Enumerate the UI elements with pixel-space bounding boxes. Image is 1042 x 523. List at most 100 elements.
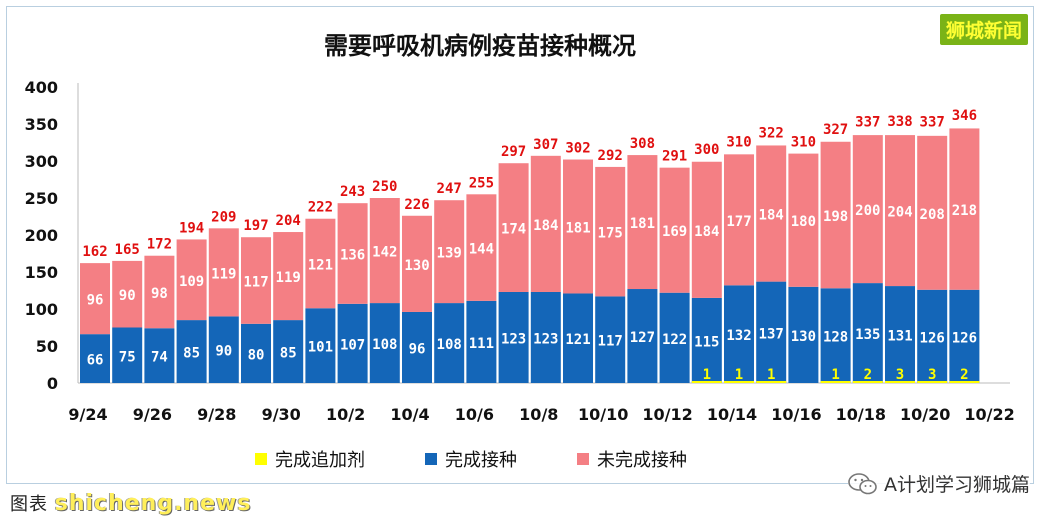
bar-incomplete <box>949 128 980 290</box>
label-completed: 90 <box>215 344 232 360</box>
label-total: 310 <box>726 135 751 151</box>
x-tick-label: 10/10 <box>578 405 628 424</box>
label-completed: 96 <box>409 341 426 357</box>
y-tick-label: 200 <box>25 226 58 245</box>
label-booster: 1 <box>767 367 775 383</box>
bar-incomplete <box>788 153 819 287</box>
label-completed: 107 <box>340 337 365 353</box>
bar-completed <box>402 311 432 383</box>
wechat-icon <box>848 472 878 496</box>
bar-completed <box>820 288 851 383</box>
label-completed: 121 <box>565 332 590 348</box>
label-total: 292 <box>598 148 623 164</box>
bar-completed <box>627 289 658 383</box>
x-tick-label: 10/12 <box>642 405 692 424</box>
label-total: 197 <box>243 218 268 234</box>
bar-incomplete <box>80 263 110 335</box>
label-booster: 3 <box>896 367 904 383</box>
label-incomplete: 119 <box>211 266 236 282</box>
label-incomplete: 130 <box>404 258 429 274</box>
label-incomplete: 184 <box>694 224 719 240</box>
bar-incomplete <box>273 232 304 321</box>
bar-incomplete <box>659 167 690 293</box>
bar-completed <box>724 285 754 383</box>
label-completed: 123 <box>533 331 558 347</box>
label-incomplete: 181 <box>630 216 655 232</box>
label-incomplete: 200 <box>855 203 880 219</box>
label-completed: 115 <box>694 334 719 350</box>
bar-completed <box>241 323 271 383</box>
label-incomplete: 175 <box>598 226 623 242</box>
bar-completed <box>305 308 336 383</box>
label-total: 204 <box>276 213 301 229</box>
label-completed: 108 <box>372 337 397 353</box>
bar-incomplete <box>820 141 851 289</box>
label-incomplete: 109 <box>179 274 204 290</box>
bar-incomplete <box>595 166 626 297</box>
bar-incomplete <box>885 135 915 287</box>
x-tick-label: 10/4 <box>390 405 429 424</box>
label-completed: 127 <box>630 330 655 346</box>
label-completed: 122 <box>662 332 687 348</box>
bar-completed <box>80 334 110 383</box>
y-tick-label: 300 <box>25 152 58 171</box>
label-total: 162 <box>82 244 107 260</box>
label-completed: 126 <box>952 330 977 346</box>
bar-incomplete <box>530 155 561 292</box>
bar-incomplete <box>724 154 754 286</box>
legend-item-incomplete: 未完成接种 <box>577 446 687 472</box>
label-completed: 80 <box>248 347 265 363</box>
bar-incomplete <box>402 215 432 312</box>
bar-completed <box>176 320 207 383</box>
bar-completed <box>595 296 626 383</box>
bar-incomplete <box>691 161 722 298</box>
label-incomplete: 169 <box>662 224 687 240</box>
bar-booster <box>724 381 754 383</box>
x-tick-label: 10/16 <box>771 405 821 424</box>
bar-completed <box>337 303 368 383</box>
x-tick-label: 9/30 <box>262 405 301 424</box>
bar-incomplete <box>627 155 658 290</box>
bar-completed <box>852 283 883 383</box>
label-completed: 123 <box>501 331 526 347</box>
label-incomplete: 144 <box>469 242 494 258</box>
label-incomplete: 139 <box>437 246 462 262</box>
bar-booster <box>756 381 787 383</box>
label-incomplete: 174 <box>501 222 526 238</box>
bar-completed <box>788 286 819 383</box>
label-incomplete: 136 <box>340 248 365 264</box>
bar-incomplete <box>208 228 239 317</box>
x-tick-label: 10/22 <box>964 405 1014 424</box>
label-total: 291 <box>662 149 687 165</box>
bar-incomplete <box>917 135 948 290</box>
label-booster: 3 <box>928 367 936 383</box>
label-incomplete: 142 <box>372 245 397 261</box>
label-booster: 2 <box>864 367 872 383</box>
label-total: 194 <box>179 220 204 236</box>
y-tick-label: 250 <box>25 189 58 208</box>
bar-incomplete <box>112 260 143 328</box>
label-total: 308 <box>630 136 655 152</box>
label-incomplete: 184 <box>759 208 784 224</box>
bar-incomplete <box>337 203 368 304</box>
bar-incomplete <box>305 218 336 309</box>
label-incomplete: 198 <box>823 209 848 225</box>
bar-completed <box>466 300 497 383</box>
label-total: 165 <box>115 242 140 258</box>
bar-incomplete <box>434 200 465 304</box>
bar-completed <box>917 289 948 383</box>
label-completed: 111 <box>469 336 494 352</box>
label-total: 172 <box>147 237 172 253</box>
bar-completed <box>369 303 400 383</box>
x-tick-label: 10/14 <box>707 405 757 424</box>
label-total: 337 <box>920 115 945 131</box>
bar-incomplete <box>241 237 271 324</box>
legend-label-incomplete: 未完成接种 <box>597 450 687 471</box>
bar-incomplete <box>466 194 497 301</box>
bar-completed <box>659 292 690 383</box>
label-completed: 135 <box>855 327 880 343</box>
legend-swatch-completed <box>425 453 437 465</box>
legend-item-booster: 完成追加剂 <box>255 446 365 472</box>
x-tick-label: 10/8 <box>519 405 558 424</box>
label-completed: 132 <box>726 328 751 344</box>
